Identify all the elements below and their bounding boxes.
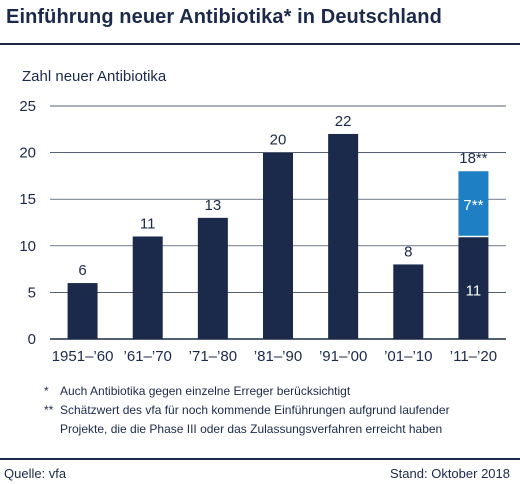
data-label: 11 <box>140 215 156 232</box>
footnote-2-line-2: Projekte, die die Phase III oder das Zul… <box>60 422 443 436</box>
footer-divider <box>0 458 520 460</box>
footnote-2-line-1: Schätzwert des vfa für noch kommende Ein… <box>60 403 450 417</box>
bar <box>263 152 293 339</box>
y-tick-labels: 0 5 10 15 20 25 <box>19 98 36 348</box>
footnote-2-continuation: Projekte, die die Phase III oder das Zul… <box>44 420 442 438</box>
source-label: Quelle: vfa <box>4 466 67 481</box>
x-tick-label: ’71–’80 <box>189 348 237 365</box>
data-label: 18** <box>459 150 488 167</box>
bar <box>393 264 424 339</box>
footnote-2-mark: ** <box>44 403 54 417</box>
bar <box>67 283 98 339</box>
x-tick-label: ’61–’70 <box>124 348 172 365</box>
footnote-1: * Auch Antibiotika gegen einzelne Erreger… <box>44 382 350 400</box>
data-label: 22 <box>335 113 352 130</box>
bar <box>328 133 359 339</box>
bar-chart: Zahl neuer Antibiotika 0 5 10 15 20 25 6 11 13 2… <box>19 68 506 365</box>
x-tick-label: ’91–’00 <box>319 348 367 365</box>
footnote-2: ** Schätzwert des vfa für noch kommende E… <box>44 401 450 419</box>
bar-stacked-segment <box>458 171 489 237</box>
data-label: 6 <box>78 262 86 279</box>
data-label: 8 <box>404 243 412 260</box>
x-tick-label: ’11–’20 <box>450 348 497 365</box>
x-tick-label: ’81–’90 <box>254 348 302 365</box>
y-tick-label: 20 <box>19 145 36 162</box>
bars: 6 11 13 20 22 8 7** 11 18** <box>67 113 489 339</box>
data-label: 13 <box>205 197 222 214</box>
x-tick-labels: 1951–’60 ’61–’70 ’71–’80 ’81–’90 ’91–’00 ’01–… <box>52 348 497 365</box>
footnote-1-mark: * <box>44 384 49 398</box>
bar <box>132 236 163 339</box>
title-divider <box>0 43 520 45</box>
segment-label-base: 11 <box>466 283 482 300</box>
bar <box>197 217 228 339</box>
chart-title: Einführung neuer Antibiotika* in Deutsch… <box>6 6 442 28</box>
x-tick-label: 1951–’60 <box>52 348 114 365</box>
x-tick-label: ’01–’10 <box>384 348 432 365</box>
data-label: 20 <box>270 132 287 149</box>
y-tick-label: 25 <box>19 98 36 115</box>
segment-label-stacked: 7** <box>463 197 483 214</box>
y-tick-label: 10 <box>19 238 36 255</box>
y-axis-label: Zahl neuer Antibiotika <box>22 68 167 85</box>
y-tick-label: 15 <box>19 191 36 208</box>
y-tick-label: 5 <box>28 284 36 301</box>
y-tick-label: 0 <box>28 331 36 348</box>
bar <box>458 236 489 339</box>
date-label: Stand: Oktober 2018 <box>390 466 510 481</box>
footnote-1-text: Auch Antibiotika gegen einzelne Erreger … <box>60 384 351 398</box>
